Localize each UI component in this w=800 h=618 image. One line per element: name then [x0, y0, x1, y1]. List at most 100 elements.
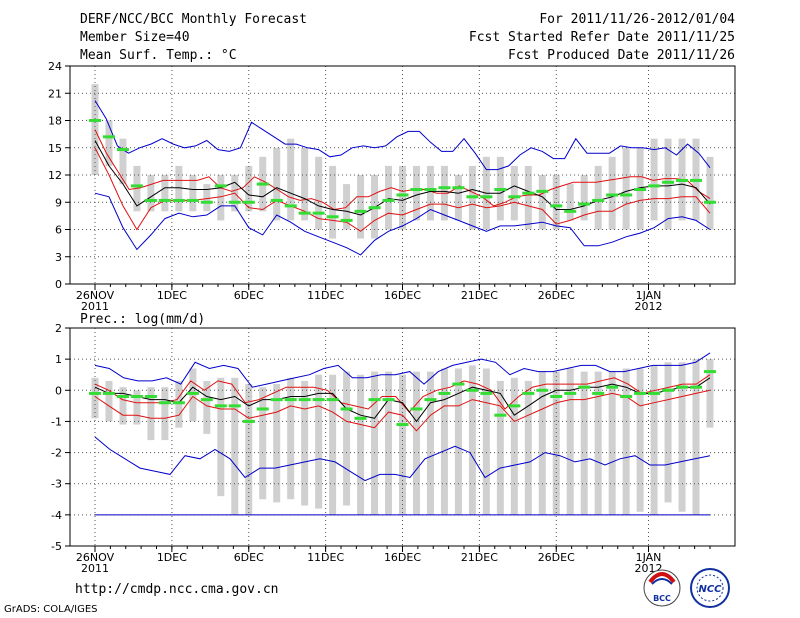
y-tick-label: 15 [48, 142, 62, 155]
median-marker [410, 188, 423, 192]
spread-box [706, 156, 714, 230]
median-marker [480, 195, 493, 199]
x-tick-year: 2011 [81, 300, 109, 313]
x-tick-label: 1JAN [636, 289, 662, 302]
spread-box [636, 368, 644, 512]
spread-box [664, 362, 672, 503]
spread-box [91, 377, 99, 419]
member-size: Member Size=40 [80, 30, 190, 45]
spread-box [524, 165, 532, 230]
spread-box [147, 175, 155, 212]
median-marker [578, 202, 591, 206]
median-marker [354, 416, 367, 420]
median-marker [508, 404, 521, 408]
median-marker [438, 186, 451, 190]
median-marker [368, 206, 381, 210]
median-marker [382, 398, 395, 402]
series-line-min [94, 192, 711, 256]
median-marker [172, 198, 185, 202]
median-marker [662, 388, 675, 392]
x-tick-label: 6DEC [234, 289, 264, 302]
spread-box [189, 368, 197, 422]
y-tick-label: 2 [55, 322, 62, 335]
median-marker [550, 204, 563, 208]
median-marker [144, 198, 157, 202]
forecast-period: For 2011/11/26-2012/01/04 [539, 12, 735, 27]
median-marker [102, 391, 115, 395]
median-marker [326, 215, 339, 219]
spread-box [315, 156, 323, 230]
spread-box [273, 384, 281, 503]
median-marker [298, 211, 311, 215]
median-marker [284, 398, 297, 402]
median-marker [228, 404, 241, 408]
spread-box [301, 147, 309, 221]
y-tick-label: 6 [55, 224, 62, 237]
spread-box [594, 371, 602, 515]
spread-box [175, 165, 183, 212]
median-marker [522, 391, 535, 395]
median-marker [144, 395, 157, 399]
median-marker [186, 198, 199, 202]
median-marker [452, 186, 465, 190]
series-line-meanplussd [94, 129, 711, 211]
y-tick-label: 12 [48, 169, 62, 182]
spread-box [105, 380, 113, 422]
spread-box [357, 175, 365, 239]
median-marker [620, 395, 633, 399]
x-tick-label: 11DEC [307, 289, 344, 302]
y-tick-label: 0 [55, 278, 62, 291]
x-tick-label: 26DEC [538, 551, 575, 564]
spread-box [133, 390, 141, 425]
x-tick-label: 1JAN [636, 551, 662, 564]
spread-box [175, 380, 183, 428]
x-tick-year: 2012 [635, 562, 663, 575]
y-tick-label: -4 [51, 509, 62, 522]
x-tick-label: 26NOV [76, 289, 115, 302]
median-marker [89, 391, 101, 395]
median-marker [214, 404, 227, 408]
spread-box [245, 165, 253, 212]
median-marker [200, 398, 213, 402]
source-url[interactable]: http://cmdp.ncc.cma.gov.cn [75, 582, 279, 597]
spread-box [426, 371, 434, 515]
median-marker [172, 401, 185, 405]
median-marker [676, 385, 689, 389]
spread-box [650, 365, 658, 515]
median-marker [620, 193, 633, 197]
spread-box [217, 175, 225, 221]
median-marker [340, 218, 353, 222]
x-tick-year: 2011 [81, 562, 109, 575]
median-marker [704, 370, 716, 374]
spread-box [301, 380, 309, 506]
spread-box [510, 377, 518, 515]
median-marker [564, 209, 577, 213]
spread-box [622, 147, 630, 230]
variable-label: Mean Surf. Temp.: °C [80, 48, 237, 63]
spread-box [259, 387, 267, 500]
median-marker [242, 419, 255, 423]
median-marker [494, 413, 507, 417]
series-line-min [94, 436, 711, 482]
spread-box [538, 371, 546, 515]
y-tick-label: 24 [48, 60, 62, 73]
produced-date: Fcst Produced Date 2011/11/26 [508, 48, 735, 63]
median-marker [424, 398, 437, 402]
y-tick-label: -1 [51, 415, 62, 428]
y-tick-label: 9 [55, 196, 62, 209]
y-tick-label: 0 [55, 384, 62, 397]
spread-box [622, 368, 630, 515]
median-marker [536, 388, 549, 392]
median-marker [480, 391, 493, 395]
spread-box [510, 165, 518, 221]
x-tick-label: 11DEC [307, 551, 344, 564]
median-marker [606, 385, 619, 389]
spread-box [357, 374, 365, 515]
spread-box [566, 368, 574, 515]
spread-box [664, 138, 672, 230]
spread-box [706, 359, 714, 428]
y-tick-label: 1 [55, 353, 62, 366]
median-marker [522, 191, 535, 195]
